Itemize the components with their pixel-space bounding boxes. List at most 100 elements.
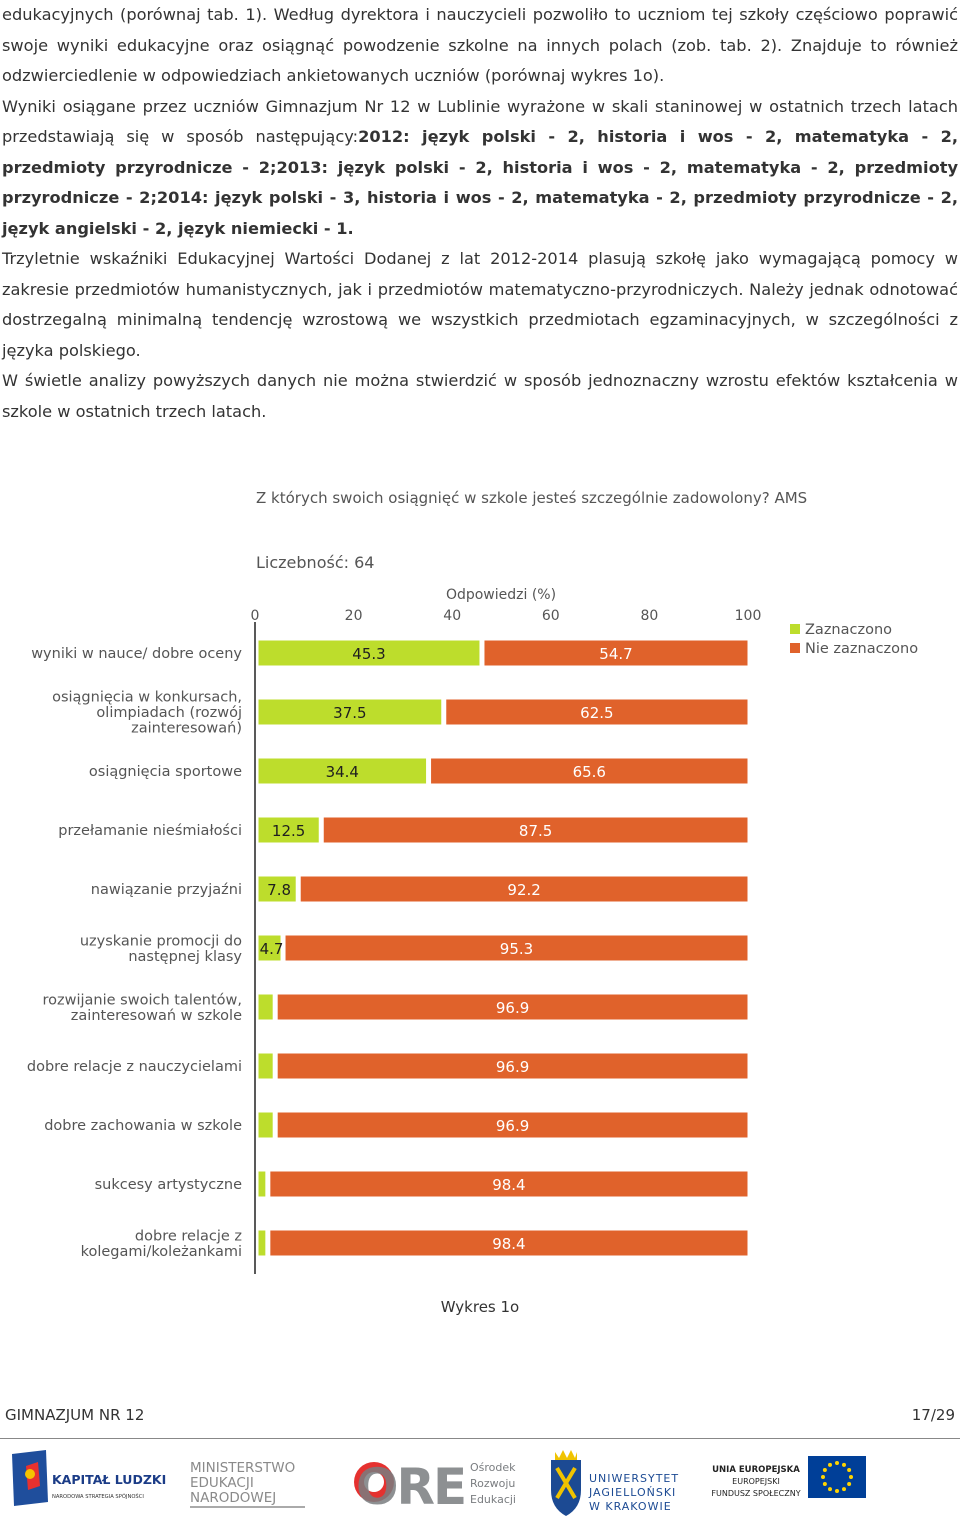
bar-label-zaznaczono: 12.5 xyxy=(272,822,305,840)
category-label: rozwijanie swoich talentów, xyxy=(43,992,243,1008)
bar-zaznaczono xyxy=(257,757,428,785)
uj-line-1: UNIWERSYTET xyxy=(589,1472,679,1485)
bar-label-zaznaczono: 4.7 xyxy=(260,940,284,958)
bar-nie-zaznaczono xyxy=(483,639,749,667)
bar-label-nie-zaznaczono: 54.7 xyxy=(599,645,632,663)
figure-caption: Wykres 1o xyxy=(440,1298,520,1316)
x-axis-ticks: 0 20 40 60 80 100 xyxy=(251,608,762,624)
bar-label-zaznaczono: 34.4 xyxy=(326,763,359,781)
ministerstwo-edukacji-logo: MINISTERSTWO EDUKACJI NARODOWEJ xyxy=(190,1460,305,1508)
bar-label-nie-zaznaczono: 95.3 xyxy=(500,940,533,958)
ue-line-2: EUROPEJSKI xyxy=(732,1477,780,1486)
ore-line-2: Rozwoju xyxy=(470,1477,515,1490)
footer-logos: KAPITAŁ LUDZKI NARODOWA STRATEGIA SPÓJNO… xyxy=(0,1446,960,1526)
bar-zaznaczono xyxy=(257,1052,274,1080)
x-tick-label: 0 xyxy=(251,608,260,624)
category-label: przełamanie nieśmiałości xyxy=(58,823,242,839)
bar-nie-zaznaczono xyxy=(269,1170,749,1198)
category-label: zainteresowań) xyxy=(131,721,242,737)
eu-star xyxy=(842,1462,846,1467)
legend-swatch xyxy=(790,624,800,634)
chart-bars: 45.3 54.7 37.5 62.5 34.4 65.6 12.5 87.5 7.8 92.2 4… xyxy=(257,639,749,1257)
eu-star xyxy=(842,1487,846,1492)
bar-label-nie-zaznaczono: 92.2 xyxy=(507,881,540,899)
bar-nie-zaznaczono xyxy=(276,1052,749,1080)
category-label: uzyskanie promocji do xyxy=(80,933,242,949)
men-line-2: EDUKACJI xyxy=(190,1475,254,1491)
bar-label-nie-zaznaczono: 96.9 xyxy=(496,1117,529,1135)
ore-logo: ORE Ośrodek Rozwoju Edukacji xyxy=(354,1458,516,1516)
bar-zaznaczono xyxy=(257,1111,274,1139)
category-label: osiągnięcia w konkursach, xyxy=(52,690,242,706)
bar-zaznaczono xyxy=(257,816,320,844)
paragraph-2-intro: Wyniki osiągane przez uczniów Gimnazjum … xyxy=(2,96,958,147)
bar-zaznaczono xyxy=(257,698,443,726)
paragraph-2: Wyniki osiągane przez uczniów Gimnazjum … xyxy=(2,92,958,245)
chart-subtitle: Liczebność: 64 xyxy=(256,553,374,572)
legend-label: Zaznaczono xyxy=(805,622,892,638)
men-line-3: NARODOWEJ xyxy=(190,1490,276,1506)
paragraph-4: W świetle analizy powyższych danych nie … xyxy=(2,371,958,421)
paragraph-3: Trzyletnie wskaźniki Edukacyjnej Wartośc… xyxy=(2,249,958,360)
x-tick-label: 80 xyxy=(640,608,658,624)
category-label: wyniki w nauce/ dobre oceny xyxy=(31,646,242,662)
ue-line-3: FUNDUSZ SPOŁECZNY xyxy=(711,1489,800,1498)
bar-label-nie-zaznaczono: 98.4 xyxy=(492,1176,525,1194)
bar-zaznaczono xyxy=(257,993,274,1021)
bar-label-nie-zaznaczono: 65.6 xyxy=(573,763,606,781)
bar-nie-zaznaczono xyxy=(430,757,749,785)
x-tick-label: 20 xyxy=(345,608,363,624)
uniwersytet-jagiellonski-logo: UNIWERSYTET JAGIELLOŃSKI W KRAKOWIE xyxy=(551,1450,679,1516)
uj-line-2: JAGIELLOŃSKI xyxy=(588,1486,676,1499)
kapital-ludzki-name: KAPITAŁ LUDZKI xyxy=(52,1472,166,1487)
eu-star xyxy=(822,1482,827,1486)
bar-nie-zaznaczono xyxy=(445,698,749,726)
bar-nie-zaznaczono xyxy=(284,934,749,962)
document-body: edukacyjnych (porównaj tab. 1). Według d… xyxy=(2,0,958,427)
footer-school-name: GIMNAZJUM NR 12 xyxy=(5,1406,145,1424)
category-label: olimpiadach (rozwój xyxy=(96,705,242,721)
category-label: następnej klasy xyxy=(128,949,242,965)
bar-label-nie-zaznaczono: 87.5 xyxy=(519,822,552,840)
ore-line-3: Edukacji xyxy=(470,1493,516,1506)
ore-mark: ORE xyxy=(356,1458,465,1516)
bar-label-nie-zaznaczono: 96.9 xyxy=(496,999,529,1017)
bar-label-nie-zaznaczono: 62.5 xyxy=(580,704,613,722)
survey-bar-chart: Z których swoich osiągnięć w szkole jest… xyxy=(27,489,918,1274)
eu-stars-icon xyxy=(821,1461,853,1493)
bar-nie-zaznaczono xyxy=(276,1111,749,1139)
bar-nie-zaznaczono xyxy=(269,1229,749,1257)
eu-star xyxy=(821,1475,825,1479)
bar-zaznaczono xyxy=(257,875,297,903)
bar-label-nie-zaznaczono: 98.4 xyxy=(492,1235,525,1253)
eu-star xyxy=(847,1482,852,1486)
eu-star xyxy=(828,1487,832,1492)
chart-xlabel: Odpowiedzi (%) xyxy=(446,587,556,603)
x-tick-label: 100 xyxy=(735,608,762,624)
ue-line-1: UNIA EUROPEJSKA xyxy=(712,1465,800,1475)
paragraph-1: edukacyjnych (porównaj tab. 1). Według d… xyxy=(2,5,958,85)
kapital-ludzki-subtitle: NARODOWA STRATEGIA SPÓJNOŚCI xyxy=(52,1493,144,1500)
category-label: osiągnięcia sportowe xyxy=(89,764,242,780)
bar-nie-zaznaczono xyxy=(322,816,749,844)
bar-label-zaznaczono: 7.8 xyxy=(267,881,291,899)
bar-label-zaznaczono: 45.3 xyxy=(352,645,385,663)
bar-zaznaczono xyxy=(257,934,282,962)
bar-zaznaczono xyxy=(257,1170,267,1198)
bar-nie-zaznaczono xyxy=(299,875,749,903)
category-label: sukcesy artystyczne xyxy=(95,1177,242,1193)
chart-legend: Zaznaczono Nie zaznaczono xyxy=(790,622,918,657)
category-label: dobre relacje z xyxy=(135,1228,242,1244)
legend-label: Nie zaznaczono xyxy=(805,641,918,657)
bar-label-nie-zaznaczono: 96.9 xyxy=(496,1058,529,1076)
legend-swatch xyxy=(790,643,800,653)
paragraph-2-results: 2012: język polski - 2, historia i wos -… xyxy=(2,127,959,238)
bar-zaznaczono xyxy=(257,1229,267,1257)
uj-line-3: W KRAKOWIE xyxy=(589,1500,672,1513)
x-tick-label: 60 xyxy=(542,608,560,624)
category-label: dobre relacje z nauczycielami xyxy=(27,1059,242,1075)
chart-title: Z których swoich osiągnięć w szkole jest… xyxy=(256,489,807,507)
eu-star xyxy=(849,1475,853,1479)
kapital-ludzki-logo: KAPITAŁ LUDZKI NARODOWA STRATEGIA SPÓJNO… xyxy=(12,1450,166,1506)
men-line-1: MINISTERSTWO xyxy=(190,1460,295,1476)
